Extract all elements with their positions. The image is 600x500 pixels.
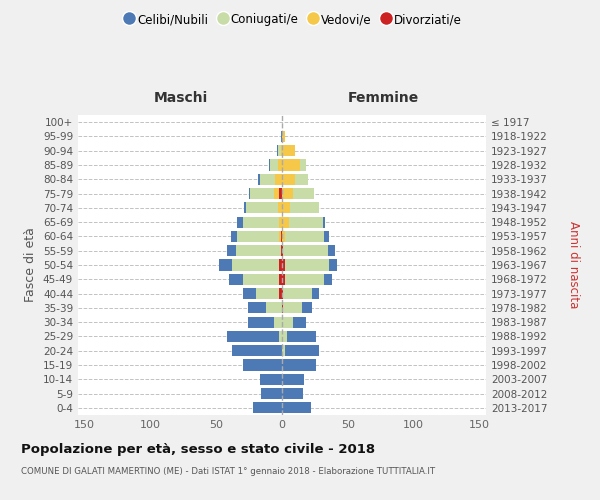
Bar [284,274,324,285]
Bar [280,188,282,199]
Bar [328,245,335,256]
Bar [242,288,256,299]
Bar [250,188,274,199]
Bar [219,260,232,270]
Bar [282,231,284,242]
Bar [269,160,270,170]
Bar [290,202,319,213]
Bar [282,245,283,256]
Bar [260,174,275,185]
Bar [232,260,280,270]
Bar [278,160,282,170]
Bar [253,402,282,413]
Bar [247,202,278,213]
Bar [324,231,329,242]
Bar [301,160,305,170]
Bar [259,174,260,185]
Bar [283,245,328,256]
Bar [274,188,280,199]
Bar [242,360,282,370]
Bar [295,174,308,185]
Bar [282,388,303,399]
Bar [232,345,282,356]
Bar [302,302,312,314]
Bar [329,260,337,270]
Bar [237,216,242,228]
Bar [283,302,302,314]
Bar [282,374,304,385]
Bar [282,260,284,270]
Bar [282,331,287,342]
Bar [249,188,250,199]
Bar [282,274,284,285]
Bar [275,174,282,185]
Bar [312,288,319,299]
Bar [282,145,295,156]
Bar [278,145,281,156]
Bar [227,245,236,256]
Text: Maschi: Maschi [154,91,208,105]
Bar [293,316,305,328]
Text: Popolazione per età, sesso e stato civile - 2018: Popolazione per età, sesso e stato civil… [21,442,375,456]
Bar [284,231,324,242]
Bar [236,245,281,256]
Bar [293,188,314,199]
Bar [280,288,282,299]
Bar [283,288,312,299]
Bar [280,274,282,285]
Bar [229,274,242,285]
Bar [248,316,274,328]
Bar [284,345,319,356]
Bar [244,202,247,213]
Bar [266,302,282,314]
Bar [248,302,266,314]
Legend: Celibi/Nubili, Coniugati/e, Vedovi/e, Divorziati/e: Celibi/Nubili, Coniugati/e, Vedovi/e, Di… [122,8,466,31]
Bar [282,360,316,370]
Bar [281,131,282,142]
Bar [242,216,280,228]
Bar [242,274,280,285]
Bar [280,216,282,228]
Bar [282,345,284,356]
Bar [287,331,316,342]
Bar [281,231,282,242]
Bar [282,188,293,199]
Bar [280,231,281,242]
Bar [282,288,283,299]
Bar [289,216,323,228]
Bar [278,202,282,213]
Bar [277,145,278,156]
Bar [282,160,301,170]
Bar [280,331,282,342]
Text: Femmine: Femmine [348,91,419,105]
Bar [227,331,280,342]
Text: COMUNE DI GALATI MAMERTINO (ME) - Dati ISTAT 1° gennaio 2018 - Elaborazione TUTT: COMUNE DI GALATI MAMERTINO (ME) - Dati I… [21,468,435,476]
Bar [270,160,278,170]
Bar [284,260,329,270]
Y-axis label: Fasce di età: Fasce di età [25,228,37,302]
Bar [282,202,290,213]
Bar [274,316,282,328]
Bar [282,316,293,328]
Bar [260,374,282,385]
Bar [282,131,284,142]
Bar [323,216,325,228]
Bar [237,231,280,242]
Bar [282,302,283,314]
Bar [282,402,311,413]
Bar [256,288,280,299]
Bar [280,260,282,270]
Bar [282,174,295,185]
Bar [230,231,237,242]
Bar [324,274,332,285]
Bar [281,145,282,156]
Bar [282,216,289,228]
Bar [281,245,282,256]
Bar [261,388,282,399]
Y-axis label: Anni di nascita: Anni di nascita [567,222,580,308]
